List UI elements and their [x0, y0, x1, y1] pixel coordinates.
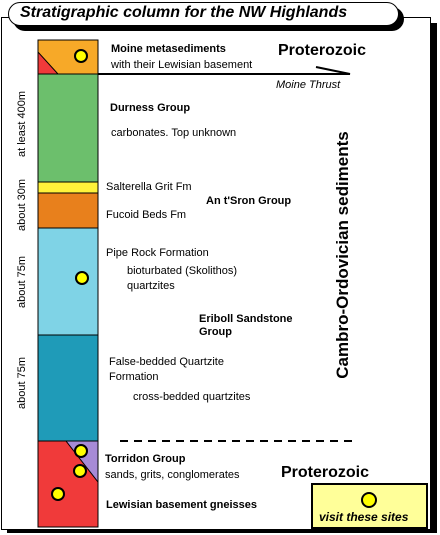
thickness-salterella-fucoid: about 30m	[16, 179, 28, 231]
label-pipe-rock-desc-2: quartzites	[127, 280, 175, 292]
unit-false-bedded	[37, 334, 99, 442]
label-pipe-rock: Pipe Rock Formation	[106, 247, 209, 259]
label-durness: Durness Group	[110, 102, 191, 114]
label-durness-desc: carbonates. Top unknown	[111, 127, 237, 139]
title-box	[8, 2, 399, 26]
unit-torridon	[64, 440, 99, 484]
label-lewisian: Lewisian basement gneisses	[106, 499, 258, 511]
label-false-bedded-1: False-bedded Quartzite	[109, 356, 224, 368]
label-fucoid: Fucoid Beds Fm	[106, 209, 187, 221]
site-marker	[74, 444, 88, 458]
label-false-bedded-2: Formation	[109, 371, 159, 383]
label-torridon: Torridon Group	[105, 453, 186, 465]
thickness-false-bedded: about 75m	[16, 357, 28, 409]
label-salterella: Salterella Grit Fm	[106, 181, 192, 193]
site-marker	[74, 49, 88, 63]
label-torridon-desc: sands, grits, conglomerates	[105, 469, 240, 481]
site-marker	[73, 464, 87, 478]
site-marker	[75, 271, 89, 285]
label-eriboll-2: Group	[199, 326, 232, 338]
thrust-tick	[315, 66, 351, 75]
era-proterozoic-top: Proterozoic	[278, 42, 367, 59]
unit-fucoid	[37, 192, 99, 229]
era-proterozoic-bottom: Proterozoic	[281, 464, 370, 481]
thickness-durness: at least 400m	[16, 90, 28, 158]
label-moine-thrust: Moine Thrust	[276, 79, 341, 91]
unit-pipe-rock	[37, 227, 99, 336]
label-moine-desc: with their Lewisian basement	[111, 59, 253, 71]
era-cambro-ordovician: Cambro-Ordovician sediments	[333, 131, 352, 379]
unit-moine	[37, 39, 99, 75]
label-false-bedded-desc: cross-bedded quartzites	[133, 391, 251, 403]
label-an-tsron: An t'Sron Group	[206, 195, 292, 207]
label-eriboll-1: Eriboll Sandstone	[199, 313, 293, 325]
unit-salterella	[37, 181, 99, 194]
label-pipe-rock-desc-1: bioturbated (Skolithos)	[127, 265, 238, 277]
diagram-title: Stratigraphic column for the NW Highland…	[20, 4, 348, 21]
legend-label: visit these sites	[319, 510, 409, 524]
thickness-pipe-rock: about 75m	[16, 256, 28, 308]
site-marker	[51, 487, 65, 501]
label-moine: Moine metasediments	[111, 43, 226, 55]
legend-marker	[361, 492, 377, 508]
unit-durness	[37, 73, 99, 183]
